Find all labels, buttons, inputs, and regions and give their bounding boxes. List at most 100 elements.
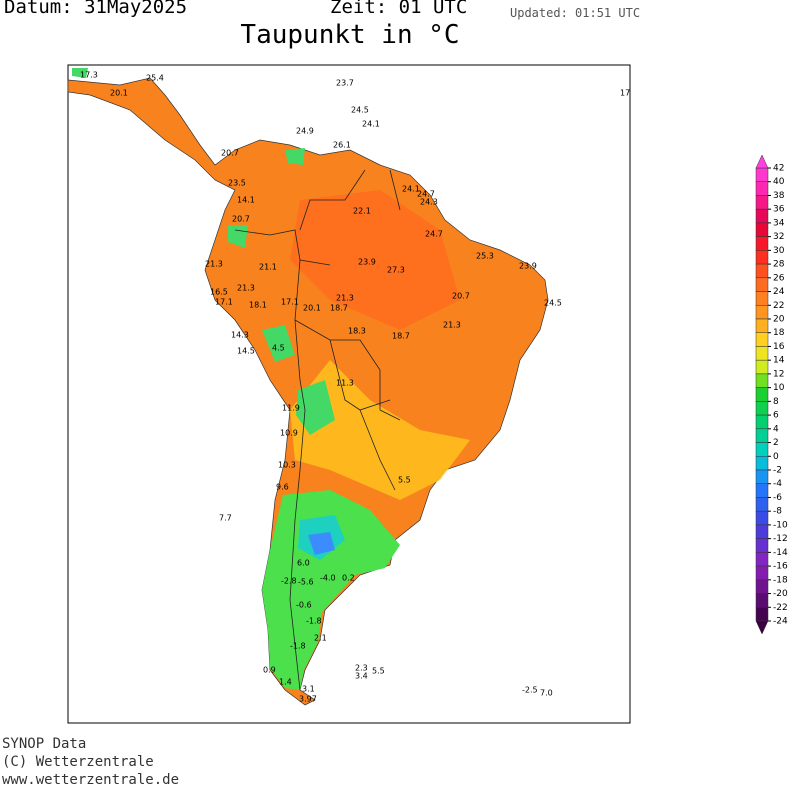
colorbar-tick-label: 18 xyxy=(773,328,785,338)
station-value: 24.7 xyxy=(425,230,443,239)
footer-line: www.wetterzentrale.de xyxy=(2,772,179,787)
station-value: 20.1 xyxy=(110,89,128,98)
station-value: 24.5 xyxy=(544,299,562,308)
colorbar-step xyxy=(755,607,769,622)
station-value: -1.8 xyxy=(290,642,306,651)
title: Taupunkt in °C xyxy=(240,20,459,50)
station-value: 10.3 xyxy=(278,461,296,470)
colorbar-step xyxy=(755,291,769,306)
colorbar-step xyxy=(755,456,769,471)
station-value: 20.7 xyxy=(452,292,470,301)
andes-area xyxy=(72,68,335,435)
station-value: 26.1 xyxy=(333,141,351,150)
colorbar-tick-label: 16 xyxy=(773,342,785,352)
station-value: 25.4 xyxy=(146,74,164,83)
colorbar-tick-label: -6 xyxy=(773,493,782,503)
colorbar-step xyxy=(755,579,769,594)
colorbar-step xyxy=(755,346,769,361)
cool-area xyxy=(262,490,400,690)
station-value: 17 xyxy=(620,89,630,98)
station-value: 21.1 xyxy=(259,263,277,272)
colorbar-step xyxy=(755,222,769,237)
station-value: 21.3 xyxy=(237,284,255,293)
colorbar-tick-label: 30 xyxy=(773,246,785,256)
station-value: 20.7 xyxy=(221,149,239,158)
station-value: 24.3 xyxy=(420,198,438,207)
station-value: -2.8 xyxy=(281,577,297,586)
station-value: 14.1 xyxy=(237,196,255,205)
station-value: 18.1 xyxy=(249,301,267,310)
station-value: 20.7 xyxy=(232,215,250,224)
colorbar-step xyxy=(755,524,769,539)
station-value: 23.9 xyxy=(519,262,537,271)
time: Zeit: 01 UTC xyxy=(330,0,467,18)
station-value: 2.1 xyxy=(314,634,327,643)
borders xyxy=(234,169,401,691)
station-value: 16.5 xyxy=(210,288,228,297)
colorbar-step xyxy=(755,442,769,457)
station-value: 3.97 xyxy=(299,695,317,704)
colorbar-tick-label: 0 xyxy=(773,452,779,462)
colorbar-step xyxy=(755,552,769,567)
colorbar-step xyxy=(755,469,769,484)
colorbar-step xyxy=(755,250,769,265)
colorbar-bottom-arrow xyxy=(755,620,769,635)
colorbar-tick-label: 40 xyxy=(773,177,785,187)
station-value: 21.3 xyxy=(443,321,461,330)
colorbar-top-arrow xyxy=(755,154,769,169)
station-value: 24.1 xyxy=(402,185,420,194)
colorbar-step xyxy=(755,401,769,416)
colorbar-tick-label: -10 xyxy=(773,520,788,530)
colorbar-step xyxy=(755,208,769,224)
colorbar-step xyxy=(755,538,769,553)
station-value: 24.5 xyxy=(351,106,369,115)
station-value: 14.3 xyxy=(231,331,249,340)
colorbar-tick-label: 20 xyxy=(773,315,785,325)
colorbar-step xyxy=(755,318,769,333)
station-value: 7.7 xyxy=(219,514,232,523)
colorbar-step xyxy=(755,359,769,375)
station-value: 17.1 xyxy=(281,298,299,307)
station-value: -5.6 xyxy=(298,578,314,587)
colorbar-step xyxy=(755,414,769,430)
colorbar-tick-label: 2 xyxy=(773,438,779,448)
mild-area xyxy=(290,360,470,500)
station-value: 14.5 xyxy=(237,347,255,356)
colorbar-tick-label: 32 xyxy=(773,232,784,242)
colorbar-tick-label: -16 xyxy=(773,562,788,572)
colorbar-step xyxy=(755,373,769,388)
colorbar-tick-label: -2 xyxy=(773,466,782,476)
station-value: 23.7 xyxy=(336,79,354,88)
station-value: 5.5 xyxy=(398,476,411,485)
colorbar-tick-label: -8 xyxy=(773,507,782,517)
station-value: 3.4 xyxy=(355,672,368,681)
colorbar-tick-label: 36 xyxy=(773,205,785,215)
station-value: 27.3 xyxy=(387,266,405,275)
colorbar-step xyxy=(755,195,769,210)
colorbar-step xyxy=(755,510,769,526)
colorbar-step xyxy=(755,428,769,443)
colorbar-tick-label: 8 xyxy=(773,397,779,407)
station-value: 23.5 xyxy=(228,179,246,188)
station-value: 18.7 xyxy=(330,304,348,313)
station-value: 18.7 xyxy=(392,332,410,341)
station-value: 25.3 xyxy=(476,252,494,261)
station-value: 1.4 xyxy=(279,678,292,687)
station-value: 11.3 xyxy=(336,379,354,388)
station-value: 17.1 xyxy=(215,298,233,307)
colorbar-tick-label: -18 xyxy=(773,575,788,585)
station-value: 20.1 xyxy=(303,304,321,313)
colorbar-step xyxy=(755,236,769,251)
station-value: 2.3 xyxy=(355,664,368,673)
colorbar-tick-label: -14 xyxy=(773,548,788,558)
station-value: 4.5 xyxy=(272,344,285,353)
colorbar: 424038363432302826242220181614121086420-… xyxy=(755,154,788,635)
station-value: 9.6 xyxy=(276,483,289,492)
station-value: 0.9 xyxy=(263,666,276,675)
colorbar-tick-label: 10 xyxy=(773,383,785,393)
colorbar-tick-label: 6 xyxy=(773,411,779,421)
map xyxy=(67,64,631,724)
colorbar-tick-label: -24 xyxy=(773,617,788,627)
station-value: 10.9 xyxy=(280,429,298,438)
